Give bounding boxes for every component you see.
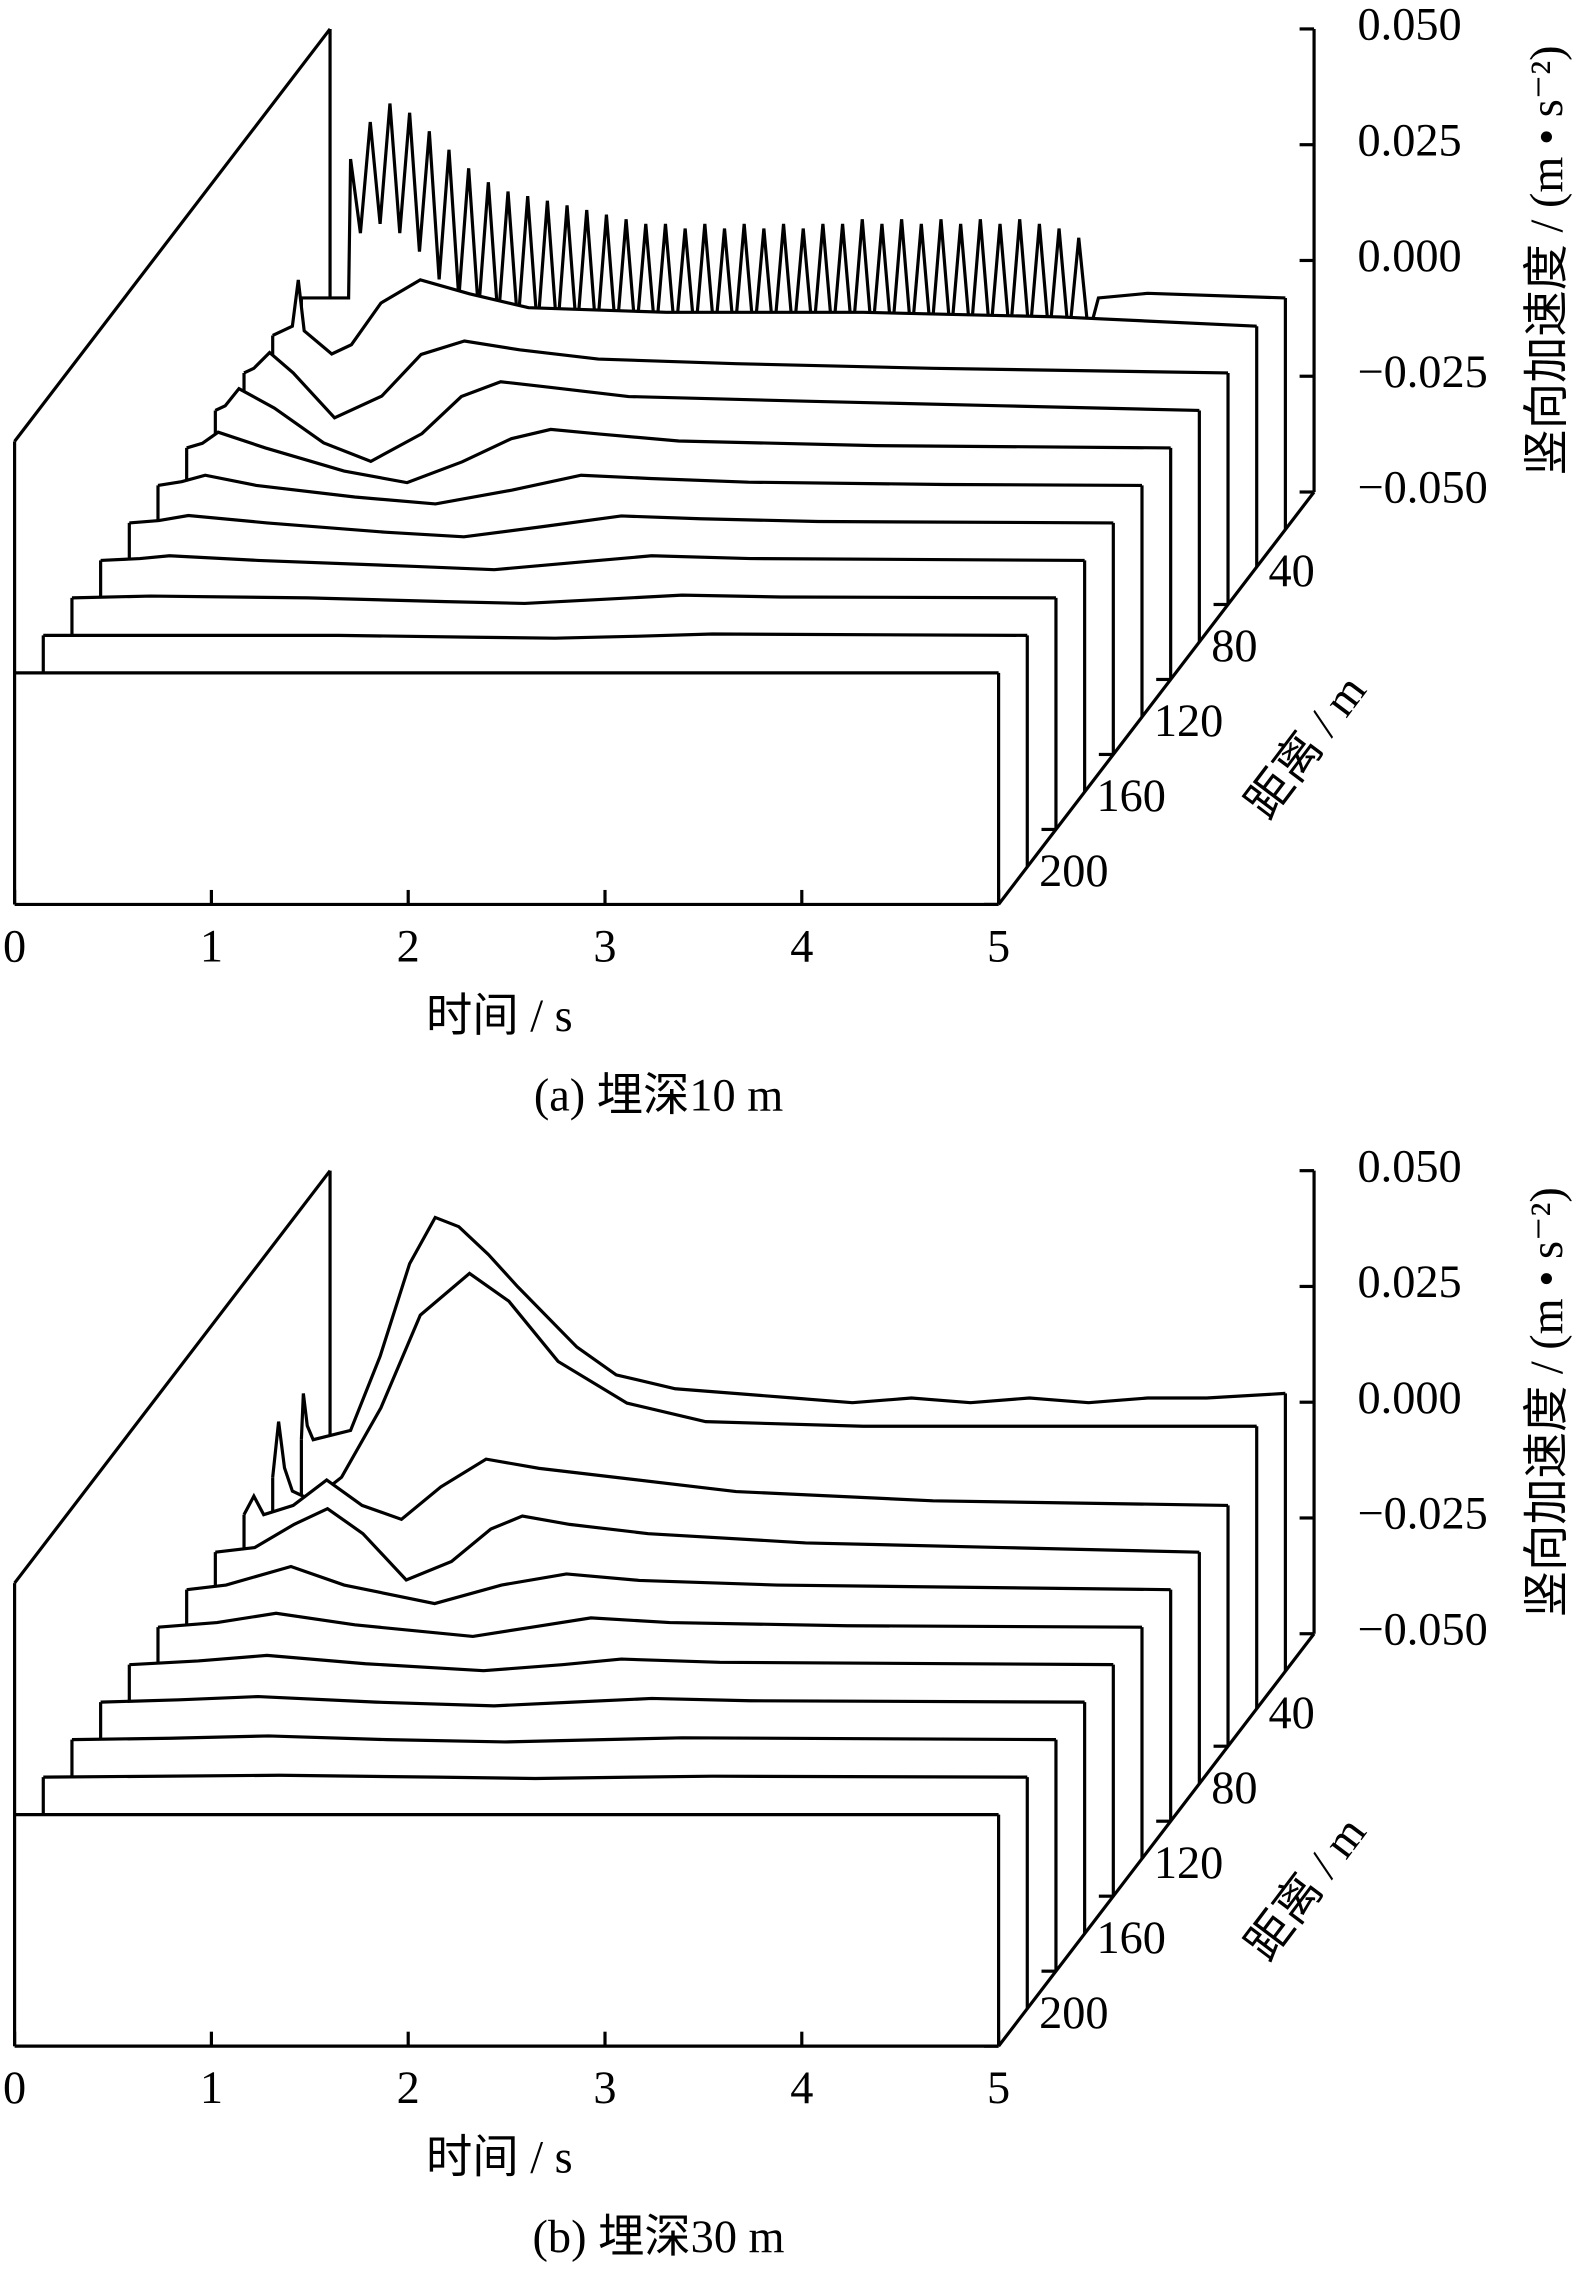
trace-line bbox=[43, 1773, 1028, 1781]
z-tick-label: 120 bbox=[1154, 696, 1223, 747]
trace-line bbox=[157, 473, 1142, 506]
trace-line bbox=[271, 1271, 1257, 1503]
trace-line bbox=[100, 554, 1085, 572]
trace-line bbox=[214, 380, 1200, 464]
trace-line bbox=[299, 1215, 1286, 1442]
z-tick-label: 160 bbox=[1096, 1913, 1165, 1964]
x-tick-label: 5 bbox=[987, 921, 1010, 972]
y-tick-label: 0.025 bbox=[1357, 1257, 1461, 1308]
x-tick-label: 4 bbox=[790, 921, 813, 972]
x-tick-label: 2 bbox=[397, 2063, 420, 2114]
y-tick-label: −0.050 bbox=[1357, 463, 1487, 514]
y-tick-label: 0.050 bbox=[1357, 0, 1461, 51]
trace-line bbox=[272, 278, 1257, 356]
trace-line bbox=[71, 1734, 1056, 1744]
z-tick-label: 200 bbox=[1039, 846, 1108, 897]
y-tick-label: 0.025 bbox=[1357, 115, 1461, 166]
trace-line bbox=[186, 1564, 1171, 1606]
trace-line bbox=[129, 513, 1114, 539]
z-axis bbox=[997, 491, 1316, 906]
trace-line bbox=[186, 427, 1171, 485]
x-tick-label: 0 bbox=[3, 921, 26, 972]
trace-line bbox=[129, 1653, 1114, 1673]
z-tick-label: 120 bbox=[1154, 1838, 1223, 1889]
y-tick-label: −0.025 bbox=[1357, 347, 1487, 398]
trace-line bbox=[100, 1694, 1085, 1708]
x-axis-label: 时间 / s bbox=[426, 2133, 573, 2184]
trace-line bbox=[243, 339, 1229, 420]
y-tick-label: −0.025 bbox=[1357, 1489, 1487, 1540]
y-axis-label: 竖向加速度 / (m • s⁻²) bbox=[1522, 1187, 1573, 1617]
z-axis-label: 距离 / m bbox=[1237, 666, 1377, 828]
x-tick-label: 0 bbox=[3, 2063, 26, 2114]
z-tick-label: 200 bbox=[1039, 1988, 1108, 2039]
y-tick-label: 0.050 bbox=[1357, 1141, 1461, 1192]
x-tick-label: 3 bbox=[593, 2063, 616, 2114]
top-diagonal-edge bbox=[13, 27, 332, 443]
x-tick-label: 2 bbox=[397, 921, 420, 972]
trace-line bbox=[215, 1506, 1200, 1582]
z-tick-label: 40 bbox=[1269, 546, 1315, 597]
z-tick-label: 40 bbox=[1269, 1688, 1315, 1739]
trace-line bbox=[301, 103, 1286, 340]
y-tick-label: −0.050 bbox=[1357, 1604, 1487, 1655]
x-tick-label: 1 bbox=[200, 921, 223, 972]
x-tick-label: 4 bbox=[790, 2063, 813, 2114]
z-tick-label: 80 bbox=[1211, 621, 1257, 672]
z-tick-label: 80 bbox=[1211, 1763, 1257, 1814]
z-tick-label: 160 bbox=[1096, 771, 1165, 822]
y-axis-label: 竖向加速度 / (m • s⁻²) bbox=[1522, 45, 1573, 475]
trace-line bbox=[43, 632, 1028, 640]
x-axis-label: 时间 / s bbox=[426, 991, 573, 1042]
trace-line bbox=[157, 1611, 1142, 1639]
x-tick-label: 3 bbox=[593, 921, 616, 972]
z-axis-label: 距离 / m bbox=[1237, 1808, 1377, 1970]
top-diagonal-edge bbox=[13, 1169, 332, 1585]
caption: (b) 埋深30 m bbox=[533, 2212, 785, 2263]
x-tick-label: 1 bbox=[200, 2063, 223, 2114]
caption: (a) 埋深10 m bbox=[534, 1070, 783, 1121]
trace-fill bbox=[14, 672, 999, 905]
trace-fill bbox=[14, 1814, 999, 2047]
trace-line bbox=[71, 593, 1056, 606]
x-tick-label: 5 bbox=[987, 2063, 1010, 2114]
y-tick-label: 0.000 bbox=[1357, 231, 1461, 282]
y-tick-label: 0.000 bbox=[1357, 1373, 1461, 1424]
trace-line bbox=[242, 1457, 1229, 1522]
z-axis bbox=[997, 1632, 1316, 2048]
